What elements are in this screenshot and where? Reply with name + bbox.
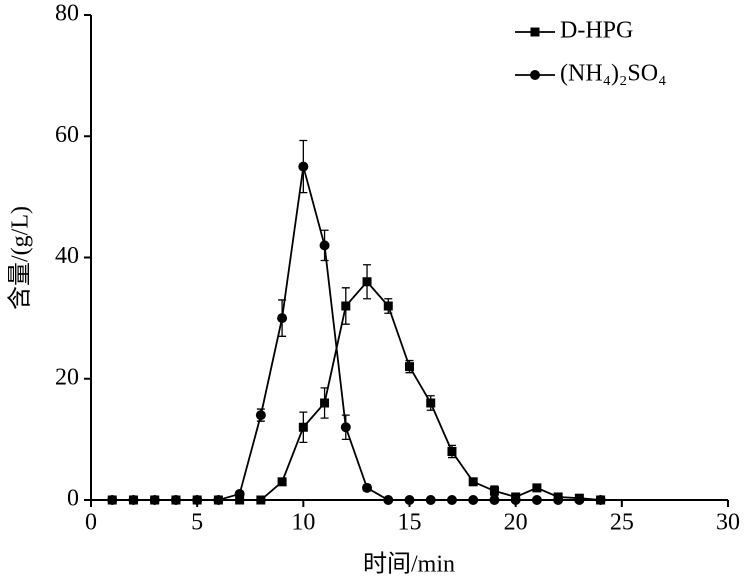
series-line — [112, 166, 601, 501]
legend-label: D-HPG — [560, 18, 633, 44]
data-point — [595, 495, 606, 505]
x-tick-label: 0 — [85, 510, 97, 536]
y-tick-label: 0 — [67, 486, 79, 512]
data-point — [426, 398, 436, 408]
data-point — [298, 161, 309, 172]
data-point — [531, 495, 542, 505]
data-point — [255, 410, 266, 421]
legend-marker — [530, 70, 540, 80]
data-point — [468, 495, 479, 505]
data-point — [362, 277, 372, 287]
data-point — [446, 495, 457, 505]
data-point — [235, 495, 245, 505]
y-axis-label: 含量/(g/L) — [7, 206, 34, 310]
x-tick-label: 5 — [191, 510, 203, 536]
legend-label: (NH₄)₂SO₄ — [560, 61, 666, 87]
data-point — [574, 495, 585, 505]
data-point — [340, 422, 351, 433]
x-axis-label: 时间/min — [363, 551, 455, 578]
data-point — [425, 495, 436, 505]
data-point — [489, 486, 499, 496]
data-point — [341, 301, 351, 311]
data-point — [128, 495, 139, 505]
data-point — [383, 495, 394, 505]
data-point — [149, 495, 160, 505]
x-tick-label: 15 — [398, 510, 422, 536]
data-point — [277, 313, 288, 324]
data-point — [320, 398, 330, 408]
data-point — [510, 495, 521, 505]
y-tick-label: 40 — [55, 243, 79, 269]
data-point — [553, 495, 564, 505]
data-point — [213, 495, 224, 505]
data-point — [362, 482, 373, 493]
data-point — [192, 495, 203, 505]
data-point — [489, 495, 500, 505]
x-tick-label: 10 — [291, 510, 315, 536]
y-tick-label: 80 — [55, 1, 79, 27]
data-point — [277, 477, 287, 487]
x-tick-label: 20 — [504, 510, 528, 536]
data-point — [170, 495, 181, 505]
legend-marker — [530, 27, 540, 37]
y-tick-label: 60 — [55, 122, 79, 148]
data-point — [532, 483, 542, 493]
series-line — [112, 280, 601, 501]
data-point — [447, 447, 457, 456]
data-point — [383, 301, 393, 311]
data-point — [256, 495, 266, 505]
x-tick-label: 30 — [716, 510, 740, 536]
data-point — [405, 362, 414, 372]
data-point — [468, 477, 478, 487]
data-point — [234, 488, 245, 499]
x-tick-label: 25 — [610, 510, 634, 536]
data-point — [107, 495, 118, 505]
data-point — [298, 422, 308, 432]
y-tick-label: 20 — [55, 364, 79, 390]
data-point — [319, 240, 330, 251]
data-point — [404, 495, 415, 505]
